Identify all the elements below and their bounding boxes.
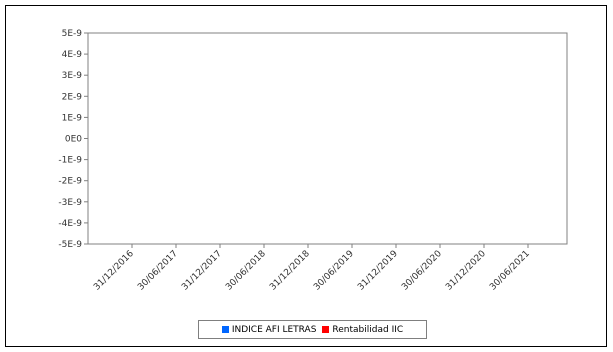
x-tick-label: 30/06/2020 <box>400 249 444 293</box>
x-axis: 31/12/2016 30/06/2017 31/12/2017 30/06/2018… <box>92 244 532 293</box>
x-tick-label: 30/06/2019 <box>312 249 356 293</box>
x-tick-label: 31/12/2020 <box>444 249 488 293</box>
y-tick-label: -1E-9 <box>58 156 82 166</box>
legend-swatch-series-2 <box>322 326 330 333</box>
legend-label-series-2: Rentabilidad IIC <box>332 324 404 335</box>
y-tick-label: 5E-9 <box>62 29 83 39</box>
y-tick-label: 0E0 <box>65 135 82 145</box>
x-tick-label: 31/12/2019 <box>356 249 400 293</box>
y-tick-label: 2E-9 <box>62 92 83 102</box>
x-tick-label: 31/12/2017 <box>180 249 224 293</box>
legend-swatch-series-1 <box>221 326 229 333</box>
y-tick-label: 3E-9 <box>62 71 83 81</box>
y-tick-label: -4E-9 <box>58 219 82 229</box>
x-tick-label: 31/12/2016 <box>92 249 136 293</box>
legend-label-series-1: INDICE AFI LETRAS <box>231 324 317 335</box>
y-tick-label: -5E-9 <box>58 240 82 250</box>
x-tick-label: 30/06/2017 <box>136 249 180 293</box>
legend-item-series-2: Rentabilidad IIC <box>322 325 403 335</box>
plot-area <box>87 32 568 245</box>
y-axis: 5E-9 4E-9 3E-9 2E-9 1E-9 0E0 -1E-9 -2E-9 -3E-9 -4… <box>58 29 88 250</box>
legend-item-series-1: INDICE AFI LETRAS <box>221 324 317 335</box>
y-tick-label: -2E-9 <box>58 177 82 187</box>
legend: INDICE AFI LETRAS Rentabilidad IIC <box>198 320 427 339</box>
y-tick-label: -3E-9 <box>58 198 82 208</box>
x-tick-label: 30/06/2021 <box>488 249 532 293</box>
y-tick-label: 1E-9 <box>62 113 83 123</box>
x-tick-label: 30/06/2018 <box>224 249 268 293</box>
y-tick-label: 4E-9 <box>62 50 83 60</box>
x-tick-label: 31/12/2018 <box>268 249 312 293</box>
